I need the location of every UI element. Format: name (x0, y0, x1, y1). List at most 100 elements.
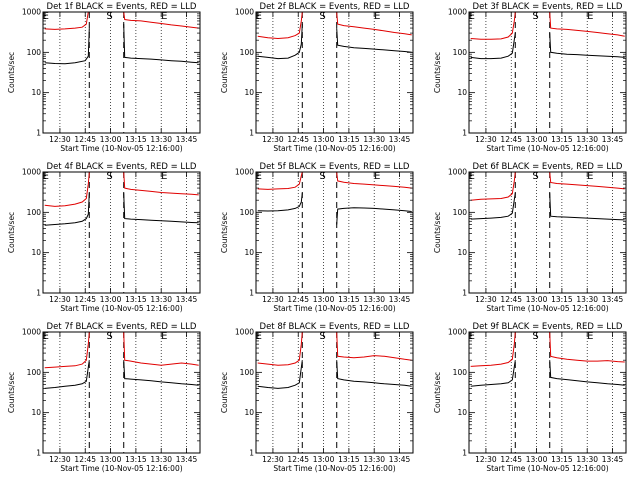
y-tick-label: 100 (240, 368, 255, 377)
y-tick-label: 1000 (235, 8, 254, 17)
y-tick-label: 10 (31, 248, 41, 257)
y-axis-label: Counts/sec (7, 212, 16, 253)
detector-panel-4: Det 4f BLACK = Events, RED = LLD 1 10 100 10… (0, 160, 213, 320)
x-tick-label: 12:30 (49, 455, 71, 464)
marker-e: E (43, 171, 49, 182)
y-tick-label: 1 (36, 289, 41, 298)
x-tick-label: 12:45 (74, 135, 96, 144)
x-tick-label: 13:30 (150, 455, 172, 464)
chart-title: Det 3f BLACK = Events, RED = LLD (473, 2, 623, 12)
x-tick-label: 13:45 (602, 135, 624, 144)
plot-frame (468, 11, 627, 134)
marker-s: S (106, 11, 112, 22)
x-axis-label: Start Time (10-Nov-05 12:16:00) (486, 464, 608, 473)
x-tick-label: 13:00 (526, 455, 548, 464)
y-tick-label: 1000 (22, 8, 41, 17)
events-series-line (549, 360, 625, 386)
lld-series-line (549, 331, 625, 363)
marker-e: E (256, 11, 262, 22)
panel-chart: Det 4f BLACK = Events, RED = LLD 1 10 100 10… (7, 162, 201, 313)
panel-chart: Det 6f BLACK = Events, RED = LLD 1 10 100 10… (433, 162, 627, 313)
plot-frame (255, 331, 414, 454)
x-tick-label: 13:45 (389, 295, 411, 304)
marker-e: E (469, 331, 475, 342)
lld-series-line (336, 11, 412, 36)
plot-frame (255, 171, 414, 294)
lld-series-line (470, 11, 516, 40)
x-tick-label: 13:00 (100, 295, 122, 304)
y-tick-label: 1 (462, 449, 467, 458)
x-tick-label: 13:15 (125, 455, 147, 464)
x-tick-label: 13:00 (313, 455, 335, 464)
events-series-line (44, 360, 90, 389)
panel-chart: Det 5f BLACK = Events, RED = LLD 1 10 100 10… (220, 162, 414, 313)
x-tick-label: 12:45 (287, 295, 309, 304)
marker-e: E (374, 171, 380, 182)
events-series-line (257, 193, 303, 212)
x-tick-label: 13:00 (100, 135, 122, 144)
chart-title: Det 4f BLACK = Events, RED = LLD (47, 162, 197, 172)
x-tick-label: 13:45 (389, 455, 411, 464)
detector-panel-2: Det 2f BLACK = Events, RED = LLD 1 10 100 10… (213, 0, 426, 160)
x-tick-label: 13:00 (100, 455, 122, 464)
x-tick-label: 12:30 (475, 295, 497, 304)
marker-e: E (161, 11, 167, 22)
events-series-line (123, 24, 199, 64)
y-tick-label: 1 (462, 129, 467, 138)
y-tick-label: 1 (249, 129, 254, 138)
marker-e: E (43, 11, 49, 22)
marker-e: E (587, 171, 593, 182)
y-tick-label: 100 (27, 208, 42, 217)
plot-frame (42, 11, 201, 134)
plot-frame (468, 171, 627, 294)
events-series-line (44, 28, 90, 65)
y-tick-label: 1 (462, 289, 467, 298)
lld-series-line (549, 171, 625, 190)
x-tick-label: 13:15 (338, 135, 360, 144)
marker-s: S (106, 331, 112, 342)
x-tick-label: 12:30 (262, 455, 284, 464)
panel-chart: Det 2f BLACK = Events, RED = LLD 1 10 100 10… (220, 2, 414, 153)
x-tick-label: 13:00 (526, 295, 548, 304)
x-tick-label: 13:30 (363, 135, 385, 144)
marker-s: S (532, 331, 538, 342)
y-tick-label: 1000 (22, 328, 41, 337)
x-tick-label: 12:30 (49, 135, 71, 144)
x-tick-label: 13:00 (313, 135, 335, 144)
y-tick-label: 1000 (235, 328, 254, 337)
y-tick-label: 1000 (448, 328, 467, 337)
y-tick-label: 10 (244, 408, 254, 417)
marker-s: S (319, 11, 325, 22)
marker-e: E (374, 331, 380, 342)
x-axis-label: Start Time (10-Nov-05 12:16:00) (273, 464, 395, 473)
y-tick-label: 100 (453, 48, 468, 57)
marker-s: S (319, 331, 325, 342)
detector-panel-8: Det 8f BLACK = Events, RED = LLD 1 10 100 10… (213, 320, 426, 480)
x-axis-label: Start Time (10-Nov-05 12:16:00) (486, 144, 608, 153)
events-series-line (336, 207, 412, 225)
y-axis-label: Counts/sec (220, 212, 229, 253)
marker-e: E (469, 11, 475, 22)
x-axis-label: Start Time (10-Nov-05 12:16:00) (60, 144, 182, 153)
x-axis-label: Start Time (10-Nov-05 12:16:00) (273, 304, 395, 313)
x-tick-label: 13:15 (125, 135, 147, 144)
detector-panel-6: Det 6f BLACK = Events, RED = LLD 1 10 100 10… (426, 160, 639, 320)
chart-title: Det 6f BLACK = Events, RED = LLD (473, 162, 623, 172)
y-tick-label: 100 (240, 208, 255, 217)
lld-series-line (123, 11, 199, 29)
lld-series-line (336, 171, 412, 189)
lld-series-line (257, 11, 303, 40)
x-tick-label: 13:00 (526, 135, 548, 144)
y-tick-label: 10 (457, 248, 467, 257)
x-tick-label: 13:15 (551, 135, 573, 144)
x-tick-label: 13:30 (576, 455, 598, 464)
x-tick-label: 12:45 (74, 295, 96, 304)
x-tick-label: 12:30 (262, 135, 284, 144)
lld-series-line (336, 331, 412, 361)
y-tick-label: 100 (240, 48, 255, 57)
y-tick-label: 10 (31, 408, 41, 417)
events-series-line (336, 360, 412, 387)
x-axis-label: Start Time (10-Nov-05 12:16:00) (486, 304, 608, 313)
events-series-line (44, 193, 90, 226)
plot-frame (42, 171, 201, 294)
